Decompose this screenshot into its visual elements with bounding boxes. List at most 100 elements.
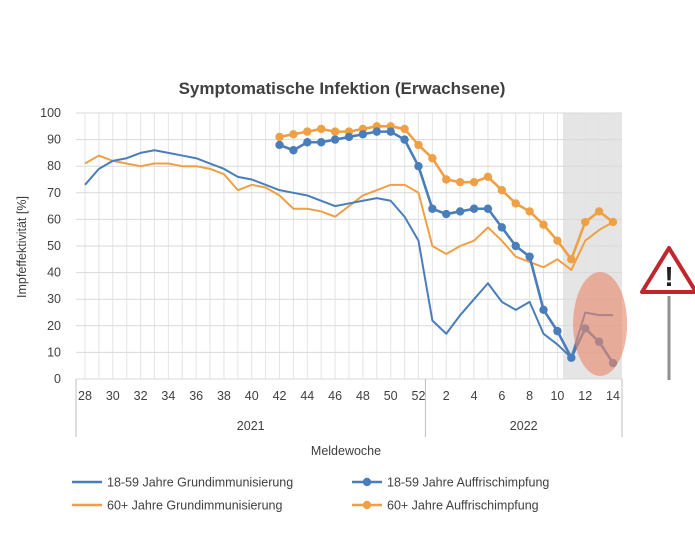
x-tick-label: 52 [412,389,426,403]
x-tick-label: 30 [106,389,120,403]
data-point [567,353,576,362]
x-tick-labels: 28 30 32 34 36 38 40 42 44 46 48 50 52 2 4 6 8 10 12 14 [78,389,620,403]
x-group-label: 2021 [237,419,265,433]
data-point [581,217,590,227]
x-tick-label: 10 [550,389,564,403]
data-point [344,132,354,142]
y-tick-label: 40 [47,266,61,280]
x-tick-label: 46 [328,389,342,403]
y-tick-label: 20 [47,319,61,333]
data-point [414,162,423,171]
data-point [428,154,437,163]
data-point [400,135,409,144]
x-tick-label: 14 [606,389,620,403]
y-tick-label: 70 [47,186,61,200]
data-point [455,207,465,216]
y-tick-labels: 0 10 20 30 40 50 60 70 80 90 100 [40,106,61,386]
data-point [303,138,312,147]
gridlines [75,112,623,437]
data-point [330,135,340,144]
y-tick-label: 50 [47,239,61,253]
x-tick-label: 48 [356,389,370,403]
data-point [469,204,479,213]
legend-marker [362,477,372,487]
data-point [553,236,562,245]
y-tick-label: 80 [47,159,61,173]
x-tick-label: 28 [78,389,92,403]
data-point [317,138,326,147]
data-point [400,124,409,134]
data-point [511,241,520,251]
data-point [303,127,312,136]
warning-triangle [640,246,695,294]
x-group-labels: 2021 2022 [237,419,538,433]
data-point [483,204,493,213]
legend-label: 18-59 Jahre Grundimmunisierung [107,476,293,490]
data-point [414,140,423,150]
x-tick-label: 6 [498,389,505,403]
legend-item: 60+ Jahre Grundimmunisierung [72,499,282,513]
x-tick-label: 42 [273,389,287,403]
data-point [497,223,507,232]
warning-symbol: ! [664,261,673,292]
data-point [442,209,451,219]
data-point [525,252,534,261]
y-tick-label: 60 [47,212,61,226]
data-point [386,127,395,136]
x-tick-label: 2 [443,389,450,403]
data-point [539,220,548,229]
legend-item: 18-59 Jahre Auffrischimpfung [352,476,549,490]
legend: 18-59 Jahre Grundimmunisierung 18-59 Jahr… [72,476,549,513]
warning-icon: ! [640,246,695,380]
data-point [275,140,284,150]
data-point [358,130,368,139]
data-point [553,326,562,336]
series-line [84,154,614,271]
data-point [539,305,548,315]
data-point [594,207,604,216]
y-tick-label: 90 [47,133,61,147]
data-point [483,172,493,182]
data-point [330,127,340,136]
data-point [428,204,437,213]
x-tick-label: 44 [300,389,314,403]
x-tick-label: 38 [217,389,231,403]
data-point [442,175,451,184]
x-axis-label: Meldewoche [311,444,381,458]
legend-label: 60+ Jahre Grundimmunisierung [107,499,282,513]
x-tick-label: 36 [189,389,203,403]
legend-label: 60+ Jahre Auffrischimpfung [387,499,539,513]
data-point [289,130,298,139]
x-group-label: 2022 [510,419,538,433]
legend-item: 18-59 Jahre Grundimmunisierung [72,476,293,490]
series-0 [84,149,613,359]
series-2 [84,154,614,271]
x-tick-label: 8 [526,389,533,403]
data-point [511,199,520,208]
legend-label: 18-59 Jahre Auffrischimpfung [387,476,549,490]
data-point [275,132,284,142]
x-tick-label: 34 [161,389,175,403]
x-tick-label: 40 [245,389,259,403]
x-tick-label: 32 [134,389,148,403]
y-tick-label: 10 [47,345,61,359]
x-tick-label: 4 [471,389,478,403]
x-tick-label: 12 [578,389,592,403]
series-line [84,149,613,359]
x-tick-label: 50 [384,389,398,403]
y-tick-label: 100 [40,106,61,120]
y-tick-label: 0 [54,372,61,386]
data-point [372,127,381,136]
data-point [567,255,576,264]
data-point [317,124,326,134]
y-tick-label: 30 [47,292,61,306]
legend-marker [362,500,372,510]
series-layer [84,122,618,368]
data-point [469,177,479,187]
data-point [289,146,298,155]
legend-item: 60+ Jahre Auffrischimpfung [352,499,539,513]
highlight-ellipse [573,272,628,376]
data-point [608,217,618,227]
data-point [497,185,507,195]
